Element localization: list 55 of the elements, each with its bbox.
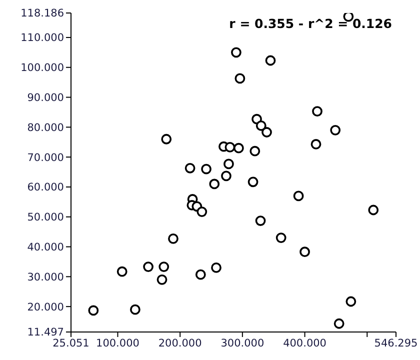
x-tick-label: 400.000 — [283, 337, 326, 350]
point — [143, 262, 154, 272]
point — [312, 106, 322, 117]
y-tick-label: 70.000 — [27, 152, 64, 164]
point — [233, 142, 244, 154]
point — [224, 158, 234, 170]
y-tick-label: 11.497 — [27, 326, 64, 339]
point — [156, 274, 168, 285]
y-tick-label: 90.000 — [27, 92, 64, 104]
point — [184, 162, 196, 174]
y-tick-label: 30.000 — [27, 271, 64, 284]
point — [221, 170, 232, 182]
point — [300, 246, 310, 258]
point — [196, 206, 208, 217]
point — [201, 164, 212, 174]
point — [330, 124, 341, 136]
point — [158, 262, 170, 272]
x-tick-label: 200.000 — [158, 337, 202, 350]
point — [195, 269, 206, 280]
point — [168, 234, 178, 244]
y-tick-label: 20.000 — [27, 301, 64, 314]
point — [262, 127, 272, 138]
point — [116, 266, 128, 277]
annotation: r = 0.355 - r^2 = 0.126 — [229, 16, 392, 31]
point — [234, 73, 246, 84]
point — [265, 55, 276, 66]
y-tick-label: 100.000 — [20, 62, 64, 74]
point — [250, 146, 260, 156]
y-tick-label: 118.186 — [20, 8, 64, 20]
x-tick-label: 100.000 — [96, 337, 140, 350]
y-tick-label: 80.000 — [27, 122, 64, 134]
point — [346, 296, 356, 307]
point — [293, 190, 304, 202]
point — [130, 304, 140, 315]
x-tick-label: 300.000 — [220, 337, 264, 350]
point — [276, 232, 286, 244]
point — [248, 176, 258, 188]
point — [209, 178, 220, 190]
point — [368, 204, 379, 216]
point — [211, 262, 222, 273]
point — [161, 134, 172, 144]
point — [224, 142, 236, 152]
y-tick-label: 110.000 — [20, 32, 64, 44]
x-tick-label: 25.051 — [52, 337, 90, 350]
point — [334, 318, 344, 329]
point — [255, 216, 266, 226]
y-tick-label: 40.000 — [27, 242, 64, 254]
point — [231, 47, 242, 58]
y-tick-label: 50.000 — [27, 212, 64, 224]
y-tick-label: 60.000 — [27, 182, 64, 194]
x-tick-label: 546.295 — [374, 337, 418, 350]
point — [256, 120, 266, 131]
point — [310, 139, 322, 150]
point — [88, 305, 99, 316]
point — [343, 13, 354, 22]
